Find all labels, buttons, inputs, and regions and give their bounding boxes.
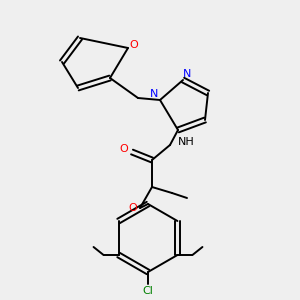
Text: Cl: Cl [142,286,153,296]
Text: N: N [150,89,158,99]
Text: N: N [183,69,191,79]
Text: O: O [120,144,128,154]
Text: O: O [129,203,137,213]
Text: O: O [130,40,138,50]
Text: NH: NH [178,137,195,147]
